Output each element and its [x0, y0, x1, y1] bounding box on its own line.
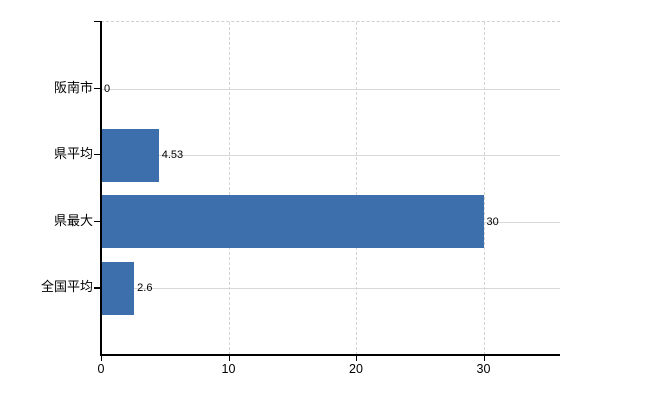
y-axis-tick — [94, 220, 101, 222]
bar — [101, 128, 159, 182]
horizontal-gridline — [101, 88, 560, 90]
bar-value-label: 30 — [486, 215, 499, 228]
vertical-gridline — [483, 22, 485, 355]
category-label: 県平均 — [53, 146, 93, 162]
x-axis-tick-label: 20 — [349, 362, 363, 376]
vertical-gridline — [356, 22, 357, 355]
bar-value-label: 2.6 — [137, 282, 153, 295]
x-axis-tick-label: 0 — [97, 362, 105, 376]
x-axis-tick — [483, 355, 485, 361]
x-axis-tick — [101, 355, 103, 361]
x-axis-line — [100, 354, 560, 356]
horizontal-gridline — [101, 155, 560, 157]
bar — [101, 261, 135, 315]
y-axis-tick — [94, 87, 101, 89]
category-label: 県最大 — [53, 212, 93, 228]
x-axis-tick-label: 10 — [221, 362, 236, 376]
category-label: 阪南市 — [53, 79, 93, 95]
x-axis-tick — [356, 355, 358, 361]
bar — [101, 195, 484, 249]
y-axis-tick — [94, 154, 101, 156]
plot-area: 0 4.53 30 2.6 — [101, 21, 560, 355]
x-axis-tick-label: 30 — [476, 362, 491, 376]
category-label: 全国平均 — [40, 279, 93, 295]
vertical-gridline — [228, 22, 230, 355]
y-axis-tick — [94, 287, 101, 289]
x-axis-tick — [228, 355, 230, 361]
bar-value-label: 4.53 — [161, 149, 184, 162]
horizontal-gridline — [101, 288, 560, 290]
y-axis-top-tick — [94, 21, 101, 23]
y-axis-line — [100, 21, 102, 355]
bar-value-label: 0 — [104, 82, 111, 95]
